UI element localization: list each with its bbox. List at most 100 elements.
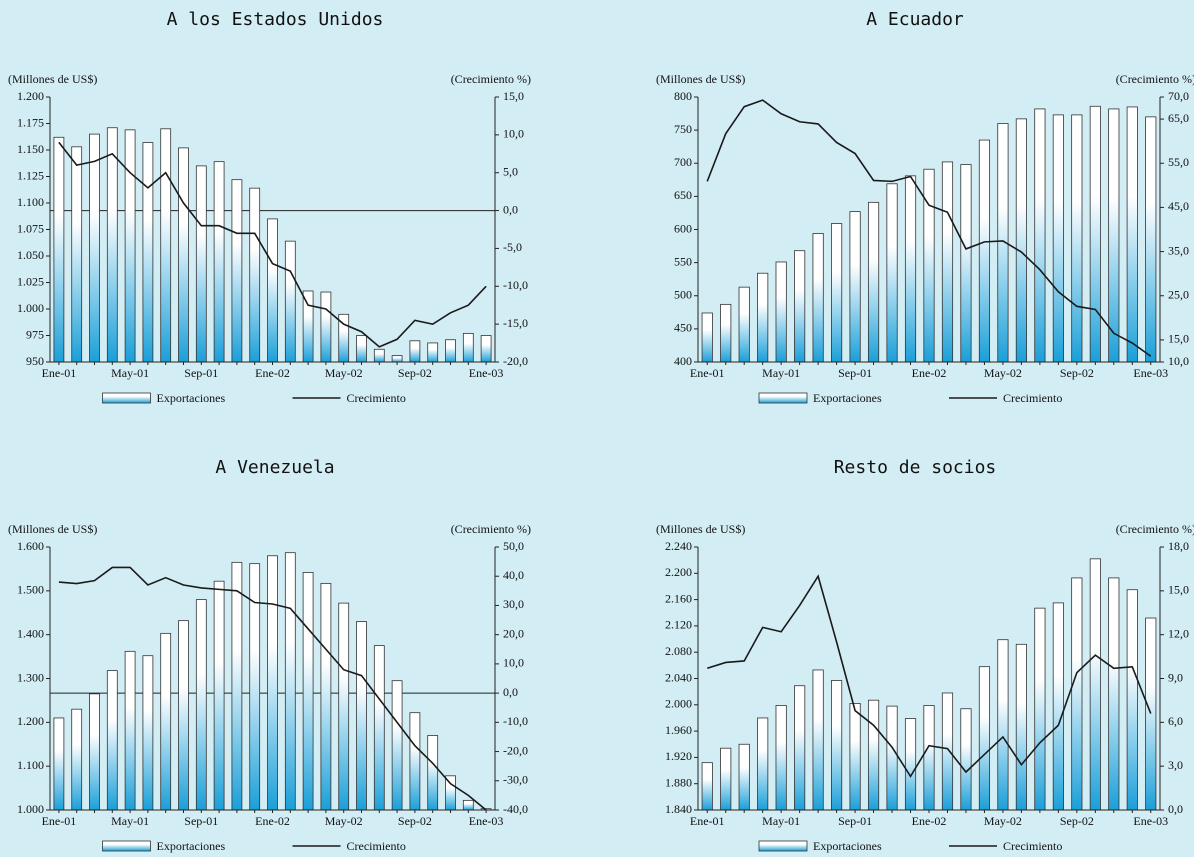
bar <box>831 680 843 811</box>
bar <box>738 743 750 811</box>
y-tick-label: 550 <box>674 254 692 268</box>
bar <box>978 139 991 363</box>
bar <box>886 183 898 363</box>
y-tick-label: 1.920 <box>665 749 692 763</box>
y-tick-label: 2.200 <box>665 565 692 579</box>
bar <box>480 335 492 363</box>
bar <box>997 639 1009 811</box>
bar <box>1108 577 1120 811</box>
bar <box>71 708 83 811</box>
bar <box>409 340 421 363</box>
y-tick-label: 1.125 <box>17 168 44 182</box>
y2-tick-label: 0,0 <box>503 685 518 699</box>
x-tick-label: Ene-01 <box>690 814 725 828</box>
y2-tick-label: 15,0 <box>1168 332 1189 346</box>
bar <box>178 147 189 363</box>
y2-tick-label: -10,0 <box>503 278 528 292</box>
bar <box>124 129 136 363</box>
bar <box>462 332 474 363</box>
y-tick-label: 2.120 <box>665 618 692 632</box>
y2-tick-label: 40,0 <box>503 568 524 582</box>
x-tick-label: Sep-02 <box>1060 814 1094 828</box>
x-tick-label: Sep-01 <box>838 366 872 380</box>
chart-title: A Venezuela <box>215 457 334 478</box>
legend-swatch <box>102 392 151 404</box>
y2-tick-label: 10,0 <box>503 127 524 141</box>
x-tick-label: Ene-03 <box>1133 366 1168 380</box>
bar <box>904 718 917 811</box>
y2-tick-label: 18,0 <box>1168 539 1189 553</box>
x-tick-label: Sep-01 <box>184 366 218 380</box>
bar <box>445 339 456 363</box>
growth-line <box>58 566 487 811</box>
bar <box>106 127 118 363</box>
y2-tick-label: 55,0 <box>1168 155 1189 169</box>
y-tick-label: 950 <box>26 354 44 368</box>
x-tick-label: Ene-01 <box>42 814 77 828</box>
bar <box>1126 106 1138 363</box>
bar <box>1052 602 1064 811</box>
y2-tick-label: -20,0 <box>503 354 528 368</box>
bar <box>427 735 439 811</box>
bar <box>701 312 713 363</box>
bar <box>89 133 100 363</box>
bar <box>267 218 278 363</box>
y-tick-label: 400 <box>674 354 692 368</box>
x-tick-label: Ene-03 <box>469 366 504 380</box>
bar <box>1071 114 1083 363</box>
legend-label: Crecimiento <box>1003 391 1062 405</box>
chart-title: A Ecuador <box>866 9 964 30</box>
y-tick-label: 1.960 <box>665 723 692 737</box>
x-tick-label: May-02 <box>984 366 1022 380</box>
bar <box>160 632 172 811</box>
y2-tick-label: 70,0 <box>1168 89 1189 103</box>
chart-title: Resto de socios <box>834 457 997 478</box>
y2-axis-label: (Crecimiento %) <box>1116 522 1194 536</box>
y2-tick-label: 35,0 <box>1168 243 1189 257</box>
bar <box>284 552 296 811</box>
x-tick-label: Sep-01 <box>838 814 872 828</box>
bar <box>849 211 861 363</box>
y2-tick-label: -40,0 <box>503 802 528 816</box>
y-tick-label: 1.200 <box>17 89 44 103</box>
y-tick-label: 1.050 <box>17 248 44 262</box>
bar <box>867 699 880 811</box>
y-tick-label: 1.500 <box>17 583 44 597</box>
bar <box>338 602 350 811</box>
bar <box>1071 577 1083 811</box>
bar <box>391 355 403 363</box>
y-tick-label: 1.400 <box>17 626 44 640</box>
legend-swatch <box>758 840 808 852</box>
y-axis-label: (Millones de US$) <box>656 522 745 536</box>
y2-tick-label: 65,0 <box>1168 111 1189 125</box>
y2-axis-label: (Crecimiento %) <box>1116 72 1194 86</box>
bar <box>320 582 332 811</box>
bar <box>960 164 972 363</box>
bar <box>89 693 100 811</box>
bar <box>1108 108 1120 363</box>
y-tick-label: 1.100 <box>17 195 44 209</box>
chart-title: A los Estados Unidos <box>167 9 384 30</box>
y2-tick-label: 6,0 <box>1168 714 1183 728</box>
bar <box>775 261 787 363</box>
bar <box>923 705 935 811</box>
bar <box>231 561 243 811</box>
bar <box>267 555 278 811</box>
bar <box>904 175 917 363</box>
bar <box>1034 607 1046 811</box>
x-tick-label: May-02 <box>325 814 363 828</box>
legend-label: Exportaciones <box>157 839 226 853</box>
bar <box>1015 118 1027 363</box>
bar <box>284 240 296 363</box>
bar <box>160 128 172 363</box>
x-tick-label: Ene-02 <box>912 366 947 380</box>
y-tick-label: 1.880 <box>665 775 692 789</box>
bar <box>757 717 769 811</box>
bar <box>213 161 225 363</box>
x-tick-label: May-01 <box>762 366 800 380</box>
legend-swatch <box>102 840 151 852</box>
y2-tick-label: -30,0 <box>503 773 528 787</box>
bar <box>249 187 261 363</box>
y-tick-label: 1.175 <box>17 115 44 129</box>
